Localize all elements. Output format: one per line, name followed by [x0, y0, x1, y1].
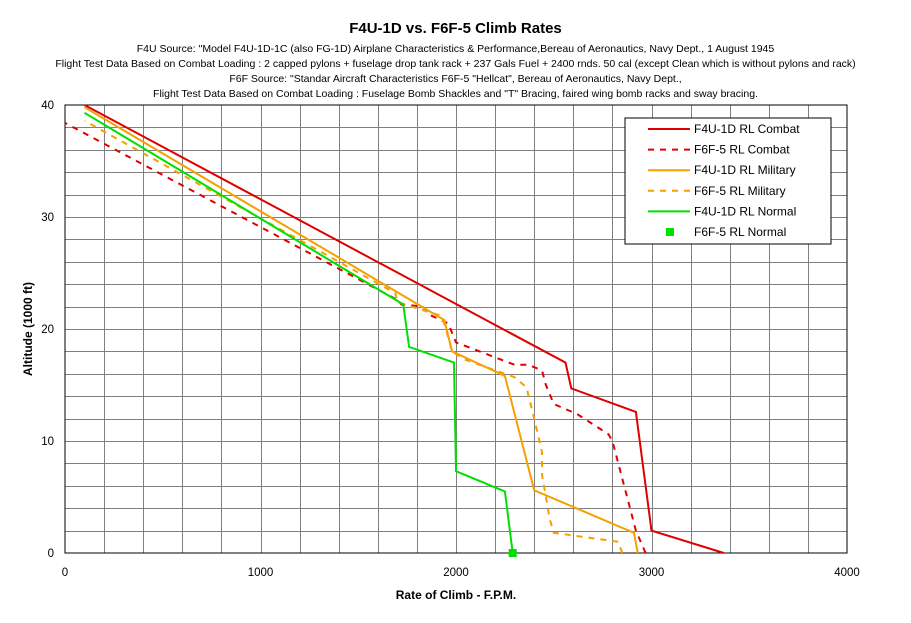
legend-box [624, 117, 832, 245]
series-f6f-5-rl-military-line [84, 119, 624, 554]
legend-marker-f6f-5-rl-normal [666, 228, 674, 236]
legend-label-f4u-1d-rl-military: F4U-1D RL Military [694, 163, 796, 177]
x-tick-label: 0 [62, 567, 68, 579]
grid [65, 105, 847, 553]
x-axis-label: Rate of Climb - F.P.M. [396, 588, 516, 602]
series-f4u-1d-rl-normal-line [83, 111, 514, 554]
chart-subtitle-3: F6F Source: "Standar Aircraft Characteri… [229, 73, 682, 85]
chart-subtitle-4: Flight Test Data Based on Combat Loading… [153, 88, 758, 100]
chart-title: F4U-1D vs. F6F-5 Climb Rates [349, 20, 562, 37]
y-tick-label: 40 [41, 100, 54, 112]
x-tick-label: 2000 [443, 567, 469, 579]
series-f6f-5-rl-combat-line [64, 122, 647, 554]
legend-label-f6f-5-rl-combat: F6F-5 RL Combat [694, 143, 790, 157]
y-tick-label: 10 [41, 436, 54, 448]
series-f4u-1d-rl-combat-line [84, 104, 725, 554]
y-axis-label: Altitude (1000 ft) [21, 282, 35, 376]
x-tick-label: 4000 [834, 567, 860, 579]
legend-label-f6f-5-rl-military: F6F-5 RL Military [694, 184, 786, 198]
legend-label-f4u-1d-rl-combat: F4U-1D RL Combat [694, 122, 800, 136]
y-tick-label: 20 [41, 324, 54, 336]
legend-label-f4u-1d-rl-normal: F4U-1D RL Normal [694, 204, 796, 218]
chart-subtitle-2: Flight Test Data Based on Combat Loading… [55, 58, 856, 70]
plot-frame [64, 104, 848, 554]
series-f4u-1d-rl-military-line [83, 106, 639, 554]
y-tick-label: 0 [48, 548, 54, 560]
chart-subtitle-1: F4U Source: "Model F4U-1D-1C (also FG-1D… [136, 43, 775, 55]
y-tick-label: 30 [41, 212, 54, 224]
legend-label-f6f-5-rl-normal: F6F-5 RL Normal [694, 225, 786, 239]
x-tick-label: 1000 [248, 567, 274, 579]
series-f6f-5-rl-normal-marker [508, 549, 517, 557]
x-tick-label: 3000 [639, 567, 665, 579]
legend: F4U-1D RL Combat F6F-5 RL Combat F4U-1D RL… [624, 117, 832, 245]
